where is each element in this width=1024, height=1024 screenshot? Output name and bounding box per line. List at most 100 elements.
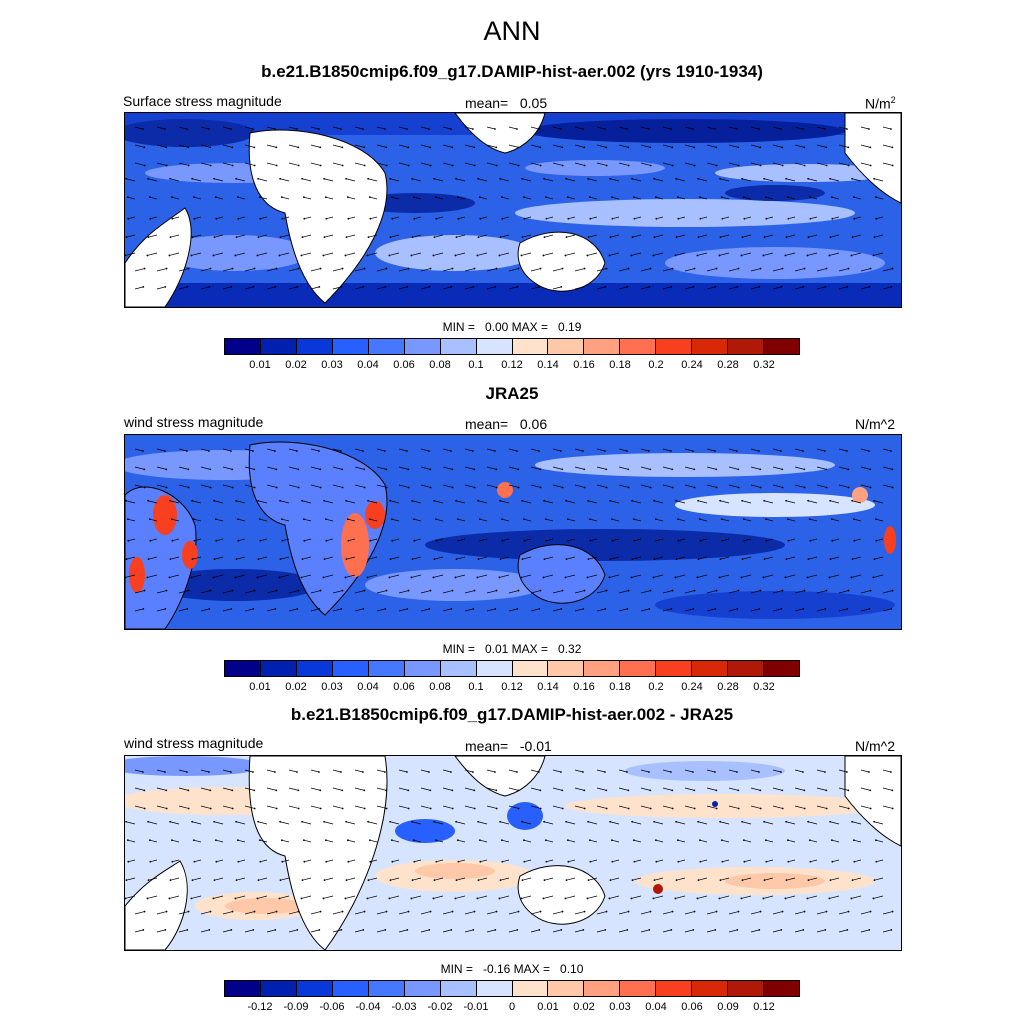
wind-vector-head [169, 236, 172, 239]
wind-vector-arrow [764, 178, 774, 182]
wind-vector-head [278, 576, 281, 579]
wind-vector-arrow [436, 859, 444, 863]
wind-vector-arrow [728, 466, 739, 470]
wind-vector-head [762, 254, 765, 257]
wind-vector-arrow [260, 859, 268, 863]
wind-vector-head [296, 771, 298, 773]
wind-vector-arrow [808, 500, 818, 504]
wind-vector-head [781, 468, 784, 471]
wind-vector-arrow [413, 196, 422, 200]
wind-vector-arrow [480, 216, 488, 220]
wind-vector-arrow [193, 839, 202, 843]
wind-vector-arrow [332, 268, 343, 272]
wind-vector-arrow [552, 144, 563, 148]
wind-vector-head [609, 499, 612, 502]
wind-vector-head [875, 539, 878, 542]
wind-vector-head [582, 285, 585, 288]
wind-vector-head [521, 236, 524, 239]
wind-vector-arrow [566, 821, 576, 825]
wind-vector-arrow [654, 234, 664, 238]
colorbar-tick-label: 0.1 [468, 681, 484, 693]
wind-vector-head [363, 789, 366, 792]
wind-vector-head [451, 789, 454, 792]
wind-vector-arrow [192, 821, 202, 825]
wind-vector-head [808, 518, 811, 521]
wind-vector-arrow [596, 787, 607, 791]
wind-vector-arrow [684, 268, 695, 272]
wind-vector-arrow [882, 144, 893, 148]
wind-vector-head [633, 860, 636, 863]
wind-vector-arrow [288, 126, 298, 130]
wind-vector-head [809, 539, 812, 542]
colorbar-tick-label: 0.02 [285, 359, 307, 371]
wind-vector-arrow [750, 286, 760, 290]
wind-vector-head [455, 177, 458, 180]
wind-vector-head [231, 807, 234, 810]
wind-vector-arrow [810, 216, 818, 220]
wind-vector-head [384, 771, 386, 773]
wind-vector-arrow [610, 234, 620, 238]
wind-vector-head [147, 879, 150, 882]
wind-vector-arrow [810, 859, 818, 863]
wind-vector-arrow [632, 556, 642, 560]
wind-vector-head [560, 771, 562, 773]
colorbar-swatch [332, 339, 369, 354]
wind-vector-arrow [436, 216, 444, 220]
wind-vector-arrow [347, 196, 356, 200]
wind-vector-head [456, 839, 459, 842]
wind-vector-head [736, 285, 739, 288]
wind-vector-arrow [508, 466, 519, 470]
wind-vector-arrow [304, 216, 312, 220]
wind-vector-head [213, 236, 216, 239]
wind-vector-arrow [244, 448, 254, 452]
wind-vector-arrow [280, 500, 290, 504]
wind-vector-arrow [411, 574, 422, 578]
wind-vector-arrow [500, 234, 510, 238]
wind-vector-arrow [875, 518, 884, 522]
wind-vector-head [323, 499, 326, 502]
wind-vector-head [389, 236, 392, 239]
wind-vector-arrow [588, 821, 598, 825]
wind-vector-arrow [390, 877, 400, 881]
wind-vector-arrow [134, 126, 144, 130]
wind-vector-arrow [854, 538, 862, 542]
wind-vector-arrow [574, 286, 584, 290]
wind-vector-head [807, 820, 810, 823]
wind-vector-head [542, 254, 545, 257]
wind-vector-arrow [235, 252, 246, 256]
wind-vector-arrow [332, 929, 342, 933]
wind-vector-arrow [530, 448, 540, 452]
wind-vector-arrow [552, 590, 563, 594]
wind-vector-head [434, 518, 437, 521]
wind-vector-arrow [464, 286, 474, 290]
wind-vector-head [451, 486, 454, 489]
wind-vector-arrow [464, 466, 475, 470]
wind-vector-arrow [854, 216, 862, 220]
high-stress-patch [497, 482, 513, 498]
wind-vector-head [544, 839, 547, 842]
wind-vector-head [143, 910, 146, 913]
wind-vector-arrow [860, 769, 870, 773]
wind-vector-head [587, 177, 590, 180]
wind-vector-arrow [213, 895, 224, 899]
wind-vector-arrow [442, 126, 452, 130]
wind-vector-arrow [456, 821, 466, 825]
wind-vector-arrow [523, 839, 532, 843]
wind-vector-arrow [612, 859, 620, 863]
wind-vector-arrow [546, 538, 554, 542]
wind-vector-arrow [788, 216, 796, 220]
colorbar-swatch [728, 981, 765, 996]
wind-vector-head [538, 128, 540, 130]
wind-vector-head [209, 807, 212, 810]
wind-vector-arrow [794, 268, 805, 272]
wind-vector-head [297, 910, 300, 913]
wind-vector-arrow [706, 484, 717, 488]
wind-vector-head [434, 839, 437, 842]
wind-vector-arrow [332, 805, 343, 809]
wind-vector-arrow [442, 466, 453, 470]
wind-vector-head [193, 539, 196, 542]
wind-vector-arrow [156, 805, 167, 809]
wind-vector-arrow [874, 234, 884, 238]
wind-vector-arrow [244, 162, 255, 166]
wind-vector-head [517, 267, 520, 270]
